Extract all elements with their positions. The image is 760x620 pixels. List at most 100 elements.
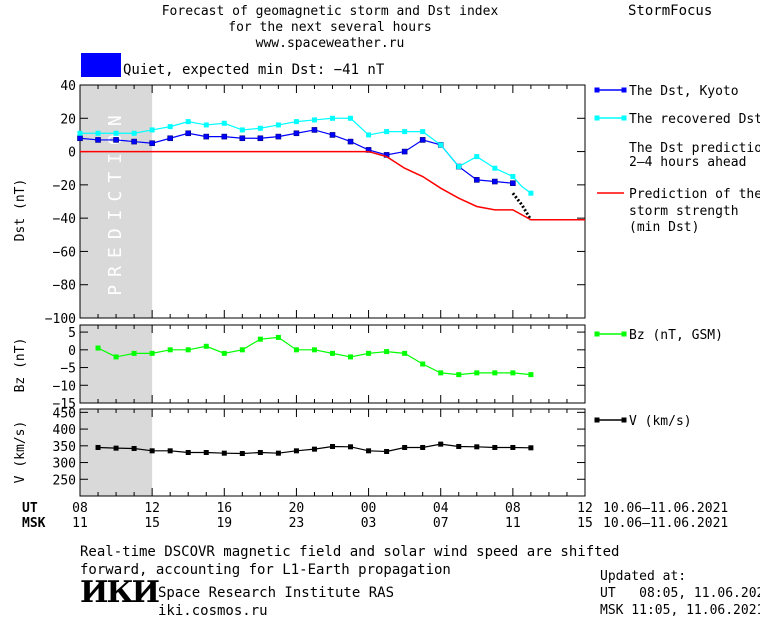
plot-frame (79, 324, 586, 404)
data-point-recovered (492, 165, 498, 171)
data-point-dst (221, 133, 228, 140)
data-point-dst (492, 178, 498, 185)
y-tick-label: 450 (53, 406, 76, 421)
data-point-dst (185, 130, 192, 137)
updated-label: Updated at: (600, 569, 687, 584)
data-point-dst (419, 137, 426, 143)
legend-marker-dst (594, 87, 600, 93)
data-point-v (239, 451, 245, 457)
x-tick-label-msk: 11 (505, 516, 521, 531)
data-point-recovered (203, 122, 209, 128)
data-point-bz (239, 347, 245, 353)
legend-label-dst-prediction-2: 2–4 hours ahead (629, 155, 746, 170)
updated-ut: UT 08:05, 11.06.2021 (600, 586, 760, 601)
data-point-dst (347, 138, 354, 145)
series-line-bz (97, 336, 531, 376)
legend-label-bz: Bz (nT, GSM) (629, 328, 723, 343)
legend-marker-v (621, 417, 627, 423)
data-point-v (95, 444, 101, 450)
data-point-v (510, 444, 516, 450)
x-tick-label-msk: 19 (216, 516, 232, 531)
y-tick-label: −100 (45, 312, 76, 327)
data-point-bz (221, 350, 227, 356)
data-point-recovered (384, 129, 390, 135)
y-tick-label: 350 (53, 440, 76, 455)
x-tick-label-ut: 04 (433, 501, 449, 516)
date-range-ut: 10.06–11.06.2021 (603, 501, 728, 516)
data-point-v (366, 448, 372, 454)
x-tick-label-ut: 12 (144, 501, 160, 516)
data-point-dst (365, 147, 372, 153)
y-tick-label: 250 (53, 473, 76, 488)
y-tick-label: 400 (53, 423, 76, 438)
y-tick-label: −5 (60, 362, 76, 377)
data-point-v (293, 448, 299, 454)
x-tick-label-msk: 15 (144, 516, 160, 531)
data-point-bz (131, 350, 137, 356)
data-point-bz (510, 370, 516, 376)
data-point-recovered (438, 142, 444, 148)
data-point-recovered (275, 122, 281, 128)
prediction-band (80, 85, 153, 318)
data-point-recovered (420, 129, 426, 135)
data-point-bz (293, 347, 299, 353)
data-point-bz (528, 372, 534, 378)
y-tick-label: 40 (60, 79, 76, 94)
data-point-dst (510, 180, 516, 186)
legend-label-prediction-3: (min Dst) (629, 220, 699, 235)
footer-note: Real-time DSCOVR magnetic field and sola… (80, 543, 619, 579)
data-point-dst (149, 140, 155, 147)
data-point-v (438, 441, 444, 447)
x-tick-label-msk: 03 (361, 516, 377, 531)
data-point-bz (402, 350, 408, 356)
prediction-band-label: PREDICTION (105, 107, 126, 295)
institute-info: Space Research Institute RAS iki.cosmos.… (158, 584, 394, 620)
data-point-bz (311, 347, 317, 353)
x-tick-label-msk: 15 (577, 516, 593, 531)
data-point-recovered (221, 120, 227, 126)
title-line: for the next several hours (228, 20, 432, 35)
data-point-v (167, 448, 173, 454)
data-point-bz (149, 350, 155, 356)
data-point-bz (257, 336, 263, 342)
data-point-bz (167, 347, 173, 353)
data-point-dst (257, 135, 264, 142)
data-point-bz (456, 372, 462, 378)
data-point-recovered (131, 130, 137, 136)
data-point-recovered (330, 115, 335, 121)
brand-label: StormFocus (628, 3, 713, 19)
y-tick-label: −60 (53, 245, 76, 260)
y-tick-label: 20 (60, 112, 76, 127)
institute-url[interactable]: iki.cosmos.ru (158, 603, 268, 619)
data-point-recovered (167, 124, 173, 130)
legend-marker-recovered (621, 115, 627, 121)
y-axis-label: Dst (nT) (13, 179, 28, 242)
data-point-bz (474, 370, 480, 376)
data-point-recovered (185, 119, 191, 125)
y-tick-label: 5 (68, 326, 76, 341)
data-point-bz (203, 343, 209, 349)
data-point-recovered (311, 117, 317, 123)
x-tick-label-ut: 08 (72, 501, 88, 516)
data-point-v (311, 446, 317, 452)
data-point-dst (77, 135, 83, 142)
legend-label-prediction-2: storm strength (629, 204, 739, 219)
x-tick-label-ut: 08 (505, 501, 521, 516)
footer-note-line: Real-time DSCOVR magnetic field and sola… (80, 544, 620, 560)
plot-frame (79, 408, 586, 497)
y-axis-label: V (km/s) (13, 421, 28, 484)
data-point-recovered (474, 154, 480, 160)
date-range-msk: 10.06–11.06.2021 (603, 516, 728, 531)
data-point-recovered (257, 125, 263, 131)
data-point-bz (275, 334, 281, 340)
data-point-v (113, 445, 119, 451)
status-text: Quiet, expected min Dst: −41 nT (123, 62, 385, 78)
data-point-dst (473, 177, 480, 183)
data-point-v (203, 450, 209, 455)
data-point-recovered (528, 190, 534, 196)
data-point-v (330, 443, 335, 449)
y-tick-label: 0 (68, 344, 76, 359)
y-axis-label: Bz (nT) (13, 338, 28, 393)
updated-msk: MSK 11:05, 11.06.2021 (600, 603, 760, 618)
data-point-recovered (366, 132, 372, 138)
